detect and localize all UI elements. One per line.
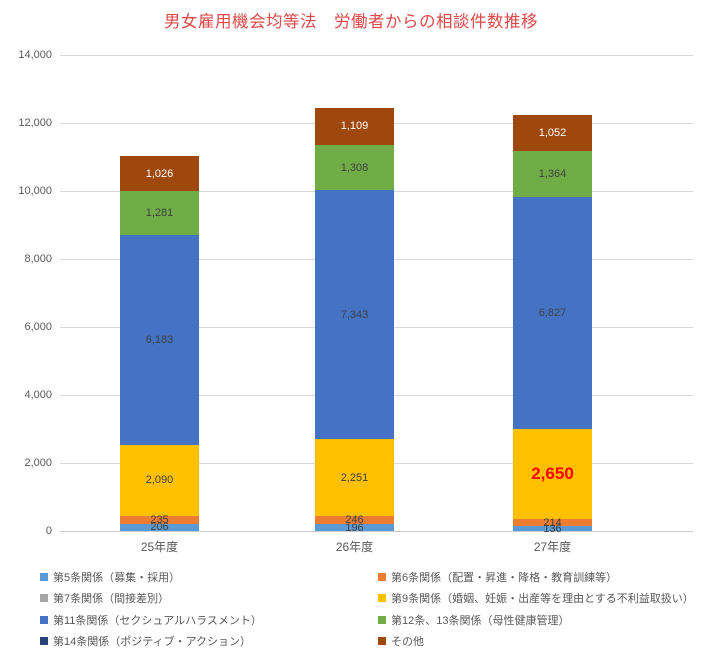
bar-segment xyxy=(315,515,394,525)
bar-segment xyxy=(120,523,199,531)
legend-item: 第14条関係（ポジティブ・アクション） xyxy=(40,633,378,649)
bar-segment xyxy=(513,196,592,429)
x-axis-category-label: 25年度 xyxy=(140,540,179,554)
y-axis-tick-label: 10,000 xyxy=(18,185,52,197)
legend-item-label: 第5条関係（募集・採用） xyxy=(53,571,181,584)
legend-item: 第11条関係（セクシュアルハラスメント） xyxy=(40,612,378,628)
legend-item-label: その他 xyxy=(391,636,424,649)
y-axis-tick-label: 0 xyxy=(45,525,52,537)
bar-segment xyxy=(513,114,592,151)
bar-segment xyxy=(315,107,394,146)
bar-segment xyxy=(120,191,199,235)
bar-segment xyxy=(120,234,199,445)
legend-item: 第9条関係（婚姻、妊娠・出産等を理由とする不利益取扱い） xyxy=(378,590,694,606)
legend-marker-swatch xyxy=(40,637,48,646)
bar-segment xyxy=(513,526,592,531)
gridline xyxy=(60,54,693,56)
legend-item-label: 第7条関係（間接差別） xyxy=(53,593,170,606)
legend-marker-swatch xyxy=(40,594,48,603)
bar-segment xyxy=(315,145,394,190)
legend-item-label: 第9条関係（婚姻、妊娠・出産等を理由とする不利益取扱い） xyxy=(391,593,694,606)
y-axis-tick-label: 14,000 xyxy=(18,49,52,61)
bar-segment xyxy=(120,156,199,192)
legend-item-label: 第14条関係（ポジティブ・アクション） xyxy=(53,636,252,649)
bar-segment xyxy=(120,444,199,516)
legend-item: 第7条関係（間接差別） xyxy=(40,590,378,606)
legend-item: その他 xyxy=(378,633,694,649)
chart-title: 男女雇用機会均等法 労働者からの相談件数推移 xyxy=(164,13,538,31)
bar-segment xyxy=(315,524,394,531)
legend-marker-swatch xyxy=(40,572,48,581)
x-axis-category-label: 26年度 xyxy=(335,540,374,554)
legend-item-label: 第12条、13条関係（母性健康管理） xyxy=(391,614,570,627)
bar-segment xyxy=(315,189,394,440)
legend-item-label: 第11条関係（セクシュアルハラスメント） xyxy=(53,614,262,627)
legend-marker-swatch xyxy=(378,594,386,603)
y-axis-tick-label: 2,000 xyxy=(24,457,52,469)
legend-marker-swatch xyxy=(378,572,386,581)
bar-segment xyxy=(120,516,199,524)
legend-marker-swatch xyxy=(378,637,386,646)
legend: 第5条関係（募集・採用） 第6条関係（配置・昇進・降格・教育訓練等） 第7条関係（間… xyxy=(40,566,694,652)
legend-item: 第6条関係（配置・昇進・降格・教育訓練等） xyxy=(378,569,694,585)
y-axis-tick-label: 8,000 xyxy=(24,253,52,265)
legend-marker-swatch xyxy=(378,615,386,624)
legend-item: 第12条、13条関係（母性健康管理） xyxy=(378,612,694,628)
y-axis-tick-label: 6,000 xyxy=(24,321,52,333)
legend-marker-swatch xyxy=(40,615,48,624)
bar-segment xyxy=(513,429,592,520)
x-axis-category-label: 27年度 xyxy=(533,540,572,554)
legend-item-label: 第6条関係（配置・昇進・降格・教育訓練等） xyxy=(391,571,618,584)
bar-segment xyxy=(513,519,592,527)
bar-segment xyxy=(513,150,592,197)
legend-item: 第5条関係（募集・採用） xyxy=(40,569,378,585)
y-axis-tick-label: 4,000 xyxy=(24,389,52,401)
bar-segment xyxy=(315,439,394,516)
y-axis-tick-label: 12,000 xyxy=(18,117,52,129)
